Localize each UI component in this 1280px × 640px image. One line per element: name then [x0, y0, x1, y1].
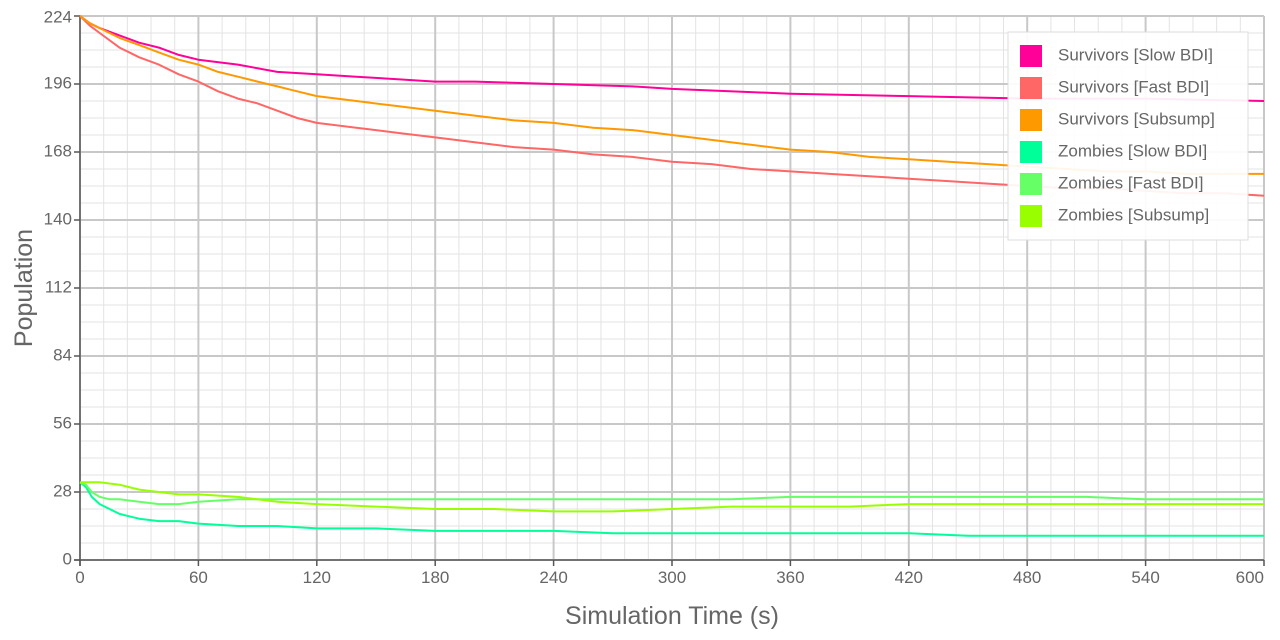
legend-label: Survivors [Slow BDI]	[1058, 45, 1213, 64]
axes	[74, 15, 1265, 566]
legend-swatch	[1020, 173, 1042, 195]
x-tick-label: 420	[895, 568, 923, 587]
y-tick-label: 224	[44, 7, 72, 26]
series-line	[80, 481, 1264, 513]
legend-label: Survivors [Fast BDI]	[1058, 77, 1209, 96]
legend-label: Survivors [Subsump]	[1058, 109, 1215, 128]
x-tick-label: 240	[539, 568, 567, 587]
series-line	[79, 481, 1264, 506]
y-tick-label: 0	[63, 549, 72, 568]
legend-label: Zombies [Fast BDI]	[1058, 173, 1203, 192]
y-tick-label: 140	[44, 209, 72, 228]
x-tick-label: 180	[421, 568, 449, 587]
series-line	[79, 481, 1264, 537]
x-tick-label: 300	[658, 568, 686, 587]
legend-label: Zombies [Subsump]	[1058, 205, 1209, 224]
legend-swatch	[1020, 205, 1042, 227]
legend: Survivors [Slow BDI] Survivors [Fast BDI]…	[1007, 31, 1249, 241]
tick-labels: 0 60 120 180 240 300 360 420 480 540 600 0 28 56 84 112…	[44, 7, 1264, 587]
y-tick-label: 196	[44, 73, 72, 92]
y-tick-label: 168	[44, 141, 72, 160]
legend-swatch	[1020, 109, 1042, 131]
legend-swatch	[1020, 45, 1042, 67]
x-tick-label: 540	[1131, 568, 1159, 587]
x-tick-label: 600	[1236, 568, 1264, 587]
legend-swatch	[1020, 141, 1042, 163]
x-tick-label: 360	[776, 568, 804, 587]
x-tick-label: 60	[189, 568, 208, 587]
legend-label: Zombies [Slow BDI]	[1058, 141, 1207, 160]
y-tick-label: 28	[53, 481, 72, 500]
y-tick-label: 112	[45, 277, 72, 296]
y-axis-title: Population	[10, 229, 38, 347]
x-tick-label: 480	[1013, 568, 1041, 587]
legend-swatch	[1020, 77, 1042, 99]
x-tick-label: 0	[75, 568, 84, 587]
x-axis-title: Simulation Time (s)	[565, 602, 779, 630]
grid	[79, 15, 1265, 561]
y-tick-label: 84	[53, 345, 72, 364]
x-tick-label: 120	[303, 568, 331, 587]
y-tick-label: 56	[53, 413, 72, 432]
series-line	[79, 15, 1265, 102]
legend-box	[1007, 31, 1249, 241]
